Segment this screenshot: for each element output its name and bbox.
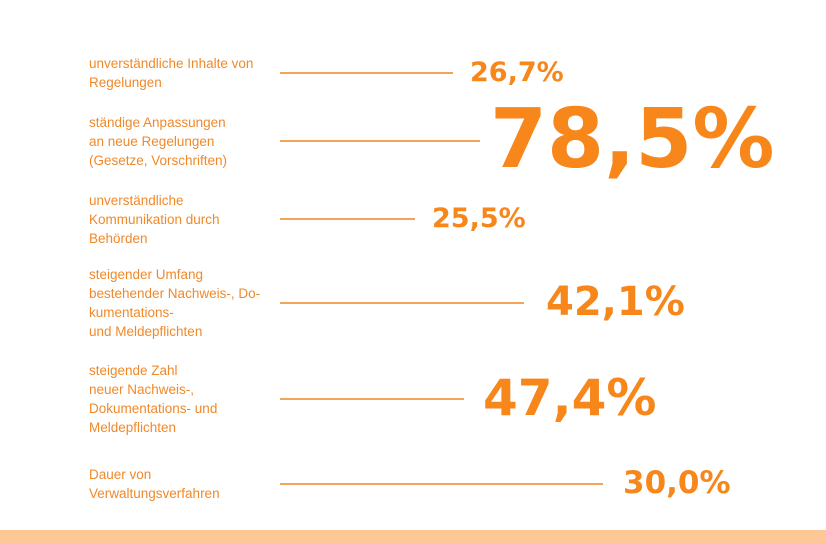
connector-line bbox=[280, 483, 603, 485]
category-label: unverständliche Inhalte von Regelungen bbox=[89, 54, 253, 92]
category-label-line: ständige Anpassungen bbox=[89, 114, 226, 130]
connector-line bbox=[280, 302, 524, 304]
category-label-line: und Meldepflichten bbox=[89, 324, 203, 339]
category-label-line: Dokumentations- und bbox=[89, 401, 218, 416]
category-label: ständige Anpassungen an neue Regelungen (G… bbox=[89, 113, 227, 170]
category-label-line: Verwaltungsverfahren bbox=[89, 486, 220, 501]
connector-line bbox=[280, 398, 464, 400]
category-label-line: unverständliche bbox=[89, 192, 184, 208]
value-label: 78,5% bbox=[490, 92, 775, 187]
category-label-line: Regelungen bbox=[89, 75, 162, 90]
category-label-line: unverständliche Inhalte von bbox=[89, 56, 254, 71]
category-label: Dauer von Verwaltungsverfahren bbox=[89, 465, 220, 503]
value-label: 30,0% bbox=[623, 464, 731, 501]
connector-line bbox=[280, 72, 453, 74]
value-label: 25,5% bbox=[432, 202, 526, 234]
connector-line bbox=[280, 218, 415, 220]
category-label-line: steigender Umfang bbox=[89, 267, 204, 282]
connector-line bbox=[280, 140, 480, 142]
category-label-line: Meldepflichten bbox=[89, 420, 177, 435]
category-label-line: Kommunikation durch bbox=[89, 211, 220, 227]
category-label-line: steigende Zahl bbox=[89, 363, 178, 378]
category-label-line: an neue Regelungen bbox=[89, 133, 215, 149]
category-label-line: Dauer von bbox=[89, 467, 152, 482]
category-label-line: kumentations- bbox=[89, 305, 174, 320]
value-label: 42,1% bbox=[546, 279, 685, 325]
category-label-line: (Gesetze, Vorschriften) bbox=[89, 152, 228, 168]
value-label: 26,7% bbox=[470, 56, 564, 88]
category-label: unverständliche Kommunikation durch Behörd… bbox=[89, 191, 220, 248]
category-label-line: Behörden bbox=[89, 230, 148, 246]
category-label-line: neuer Nachweis-, bbox=[89, 382, 195, 397]
footer-band bbox=[0, 530, 826, 543]
category-label: steigender Umfang bestehender Nachweis-, … bbox=[89, 265, 260, 341]
value-label: 47,4% bbox=[483, 369, 657, 427]
category-label-line: bestehender Nachweis-, Do- bbox=[89, 286, 261, 301]
category-label: steigende Zahl neuer Nachweis-, Dokumentat… bbox=[89, 361, 217, 437]
